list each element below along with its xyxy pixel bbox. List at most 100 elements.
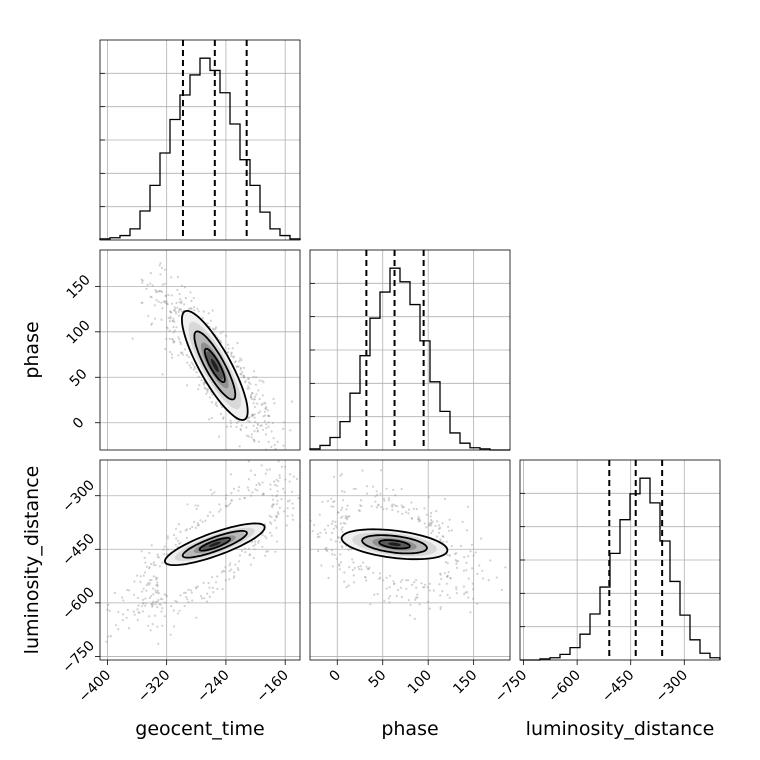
sample-point [399, 580, 402, 583]
sample-point [152, 563, 155, 566]
contour-inner [203, 347, 226, 383]
sample-point [272, 498, 275, 501]
sample-point [210, 416, 213, 420]
sample-point [191, 599, 194, 602]
sample-point [405, 587, 408, 590]
y-axis-title-luminosity_distance: luminosity_distance [21, 466, 43, 655]
sample-point [278, 453, 280, 455]
sample-point [171, 338, 174, 341]
sample-point [212, 514, 215, 517]
sample-point [352, 487, 355, 491]
sample-point [223, 570, 226, 573]
sample-point [261, 534, 264, 537]
sample-point [333, 553, 336, 557]
sample-point [417, 515, 420, 518]
sample-point [377, 504, 380, 507]
sample-point [236, 341, 239, 345]
sample-point [410, 517, 414, 520]
sample-point [136, 596, 139, 600]
x-tick-label: −600 [545, 667, 584, 706]
sample-point [193, 365, 196, 368]
scatter-panel-geocent_time-luminosity_distance [99, 459, 301, 661]
sample-point [195, 587, 198, 590]
sample-point [351, 568, 354, 572]
sample-point [242, 366, 246, 369]
sample-point [264, 433, 268, 436]
sample-point [439, 526, 442, 530]
sample-point [177, 314, 180, 317]
x-axis-title-phase: phase [381, 718, 438, 740]
sample-point [127, 589, 131, 592]
sample-point [197, 388, 200, 391]
sample-point [186, 384, 189, 387]
sample-point [410, 517, 413, 520]
sample-point [252, 424, 255, 427]
sample-point [467, 555, 470, 558]
sample-point [249, 395, 252, 398]
sample-point [235, 425, 238, 428]
sample-point [456, 560, 460, 563]
sample-point [152, 600, 155, 603]
sample-point [345, 586, 348, 589]
sample-point [335, 526, 338, 529]
sample-point [408, 614, 411, 617]
sample-point [330, 549, 334, 552]
sample-point [157, 300, 160, 303]
sample-point [163, 615, 166, 618]
sample-point [173, 340, 176, 343]
sample-point [169, 317, 172, 320]
sample-point [157, 592, 160, 595]
sample-point [228, 578, 231, 581]
sample-point [343, 571, 346, 574]
sample-point [337, 536, 340, 539]
sample-point [276, 499, 279, 502]
sample-point [266, 409, 270, 412]
sample-point [270, 430, 273, 433]
sample-point [219, 340, 222, 343]
sample-point [159, 289, 162, 293]
sample-point [254, 395, 257, 398]
x-axis-luminosity_distance: −750 −600 −450 −300 luminosity_distance [492, 660, 714, 740]
sample-point [316, 536, 319, 539]
sample-point [237, 420, 240, 423]
sample-point [155, 299, 158, 302]
sample-point [357, 509, 360, 512]
sample-point [185, 528, 188, 531]
x-tick-label: −240 [194, 667, 233, 706]
sample-point [201, 316, 204, 320]
sample-point [174, 599, 177, 602]
sample-point [280, 465, 284, 468]
sample-point [402, 505, 405, 509]
sample-point [337, 536, 340, 539]
sample-point [267, 550, 270, 553]
sample-point [244, 547, 247, 550]
y-tick-label: 100 [64, 317, 94, 347]
sample-point [367, 567, 370, 571]
sample-point [181, 351, 184, 354]
sample-point [247, 547, 250, 550]
sample-point [252, 544, 255, 548]
sample-point [179, 351, 183, 354]
sample-point [263, 410, 266, 413]
sample-point [165, 300, 168, 303]
sample-point [163, 268, 166, 271]
sample-point [489, 559, 492, 562]
sample-point [447, 525, 450, 529]
sample-point [150, 562, 153, 566]
sample-point [186, 361, 189, 364]
sample-point [256, 423, 260, 426]
sample-point [193, 520, 196, 524]
sample-point [203, 597, 206, 600]
sample-point [341, 490, 344, 493]
sample-point [224, 497, 227, 500]
sample-point [176, 612, 180, 615]
sample-point [423, 586, 426, 589]
sample-point [289, 473, 292, 476]
sample-point [239, 373, 242, 376]
sample-point [465, 561, 468, 565]
sample-point [430, 519, 433, 522]
sample-point [265, 426, 268, 430]
sample-point [232, 487, 236, 490]
sample-point [183, 348, 187, 351]
sample-point [161, 307, 164, 310]
